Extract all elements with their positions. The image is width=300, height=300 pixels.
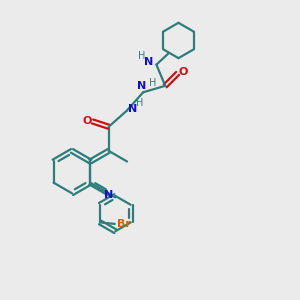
Text: O: O [178,67,188,77]
Text: Br: Br [117,219,130,229]
Text: O: O [82,116,92,126]
Text: N: N [144,57,154,67]
Text: H: H [149,78,156,88]
Text: N: N [128,104,137,114]
Text: H: H [138,51,146,62]
Text: N: N [137,81,146,91]
Text: H: H [136,98,143,109]
Text: N: N [104,190,113,200]
